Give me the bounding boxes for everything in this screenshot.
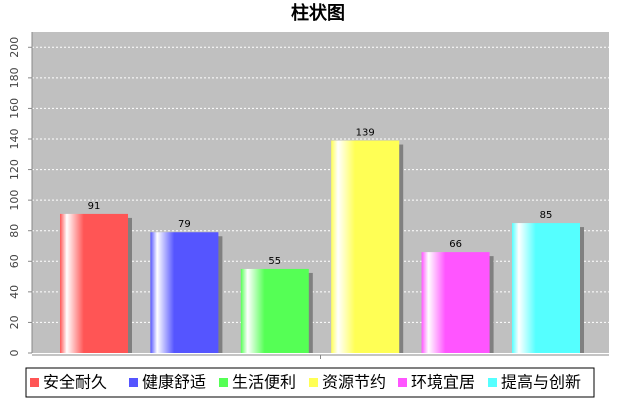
data-label: 91 [88,201,101,212]
data-label: 66 [449,239,462,250]
legend-swatch [219,378,228,387]
y-tick-label: 120 [8,159,21,180]
bar [60,213,128,353]
y-tick-label: 60 [8,254,21,268]
y-tick-label: 180 [8,67,21,88]
y-tick-label: 80 [8,224,21,238]
bar [512,223,580,353]
y-tick-label: 20 [8,315,21,329]
legend-label: 健康舒适 [142,373,206,392]
y-tick-label: 0 [8,350,21,357]
legend-swatch [309,378,318,387]
bar [331,140,400,353]
y-tick-label: 200 [8,37,21,58]
y-tick-label: 140 [8,129,21,150]
legend-box [25,367,595,398]
legend-swatch [129,378,138,387]
bar [150,232,219,353]
legend-swatch [30,378,39,387]
y-tick-label: 160 [8,98,21,119]
chart-title: 柱状图 [291,2,345,24]
legend-swatch [488,378,497,387]
y-tick-label: 40 [8,285,21,299]
legend-label: 环境宜居 [411,373,475,392]
legend-label: 生活便利 [232,373,296,392]
legend-label: 提高与创新 [501,373,581,392]
legend-label: 安全耐久 [43,373,107,392]
data-label: 139 [356,128,375,139]
data-label: 55 [268,256,281,267]
legend-swatch [398,378,407,387]
bar [240,268,309,353]
y-tick-label: 100 [8,190,21,211]
bar [421,252,490,353]
data-label: 79 [178,219,191,230]
legend-label: 资源节约 [322,373,386,392]
data-label: 85 [540,210,553,221]
